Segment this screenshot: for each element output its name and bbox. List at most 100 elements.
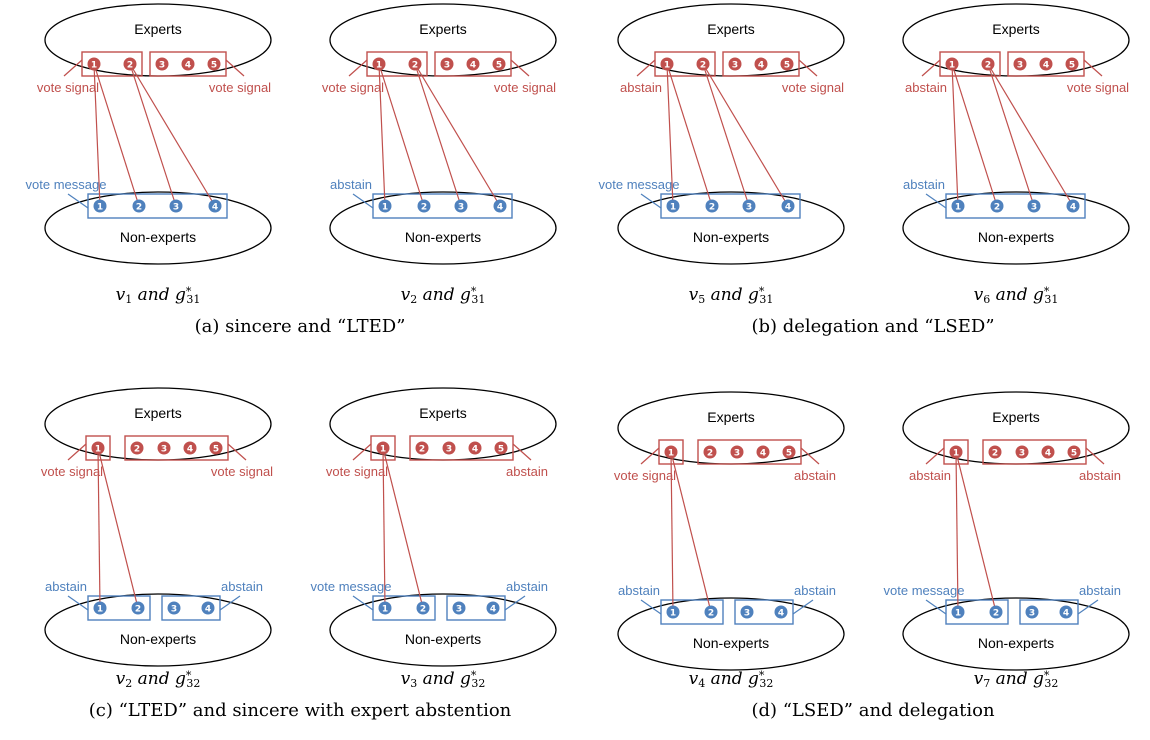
- delegation-edge: [93, 63, 140, 207]
- expert-node-1: [945, 57, 959, 71]
- delegation-edge: [129, 63, 216, 207]
- nonexpert-right-callout: [219, 595, 241, 611]
- expert-node-number: 2: [700, 60, 706, 70]
- delegation-edge: [955, 451, 997, 613]
- expert-node-2: [408, 57, 422, 71]
- expert-node-number: 3: [444, 60, 450, 70]
- expert-group-box: [722, 51, 800, 77]
- expert-node-number: 3: [732, 60, 738, 70]
- expert-node-number: 5: [498, 444, 504, 454]
- nonexpert-node-4: [774, 605, 788, 619]
- subfigure-caption-3: (c) “LTED” and sincere with expert abste…: [89, 700, 512, 721]
- expert-group-box: [654, 51, 716, 77]
- nonexpert-left-label: abstain: [618, 583, 660, 598]
- expert-group-box: [939, 51, 1001, 77]
- nonexpert-node-number: 3: [171, 604, 177, 614]
- delegation-edge: [382, 447, 424, 609]
- expert-right-callout: [1083, 59, 1103, 77]
- non-experts-ellipse: [329, 593, 557, 667]
- delegation-edge: [378, 63, 425, 207]
- expert-node-number: 2: [992, 448, 998, 458]
- expert-group-box: [1007, 51, 1085, 77]
- expert-left-label: vote signal: [322, 80, 384, 95]
- panel-formula: v4 and g* 32: [689, 669, 774, 690]
- expert-node-5: [207, 57, 221, 71]
- expert-left-label: vote signal: [41, 464, 103, 479]
- expert-node-number: 4: [472, 444, 478, 454]
- expert-group-box: [434, 51, 512, 77]
- expert-right-callout: [510, 59, 530, 77]
- non-experts-ellipse: [44, 191, 272, 265]
- experts-label: Experts: [419, 405, 466, 421]
- panel-2: Experts Non-experts 1 2 3 4 5 1 2 3 4 vote signal vo…: [322, 3, 557, 306]
- delegation-edge: [670, 451, 674, 613]
- nonexpert-node-4: [201, 601, 215, 615]
- nonexpert-left-callout: [352, 595, 374, 611]
- expert-group-box: [409, 435, 514, 461]
- expert-node-4: [181, 57, 195, 71]
- nonexpert-node-number: 2: [420, 604, 426, 614]
- nonexpert-node-1: [666, 605, 680, 619]
- expert-group-box: [149, 51, 227, 77]
- delegation-edge: [378, 63, 386, 207]
- nonexpert-node-3: [167, 601, 181, 615]
- nonexpert-node-number: 2: [421, 202, 427, 212]
- nonexpert-node-number: 3: [746, 202, 752, 212]
- subfigure-caption-1: (a) sincere and “LTED”: [195, 316, 406, 337]
- delegation-edge: [414, 63, 462, 207]
- expert-node-1: [376, 441, 390, 455]
- panel-formula: v6 and g* 31: [974, 285, 1059, 306]
- panel-1: Experts Non-experts 1 2 3 4 5 1 2 3 4 vote signal vo…: [26, 3, 272, 306]
- nonexpert-node-number: 4: [778, 608, 784, 618]
- expert-node-number: 3: [161, 444, 167, 454]
- nonexpert-node-4: [1059, 605, 1073, 619]
- panel-3: Experts Non-experts 1 2 3 4 5 1 2 3 4 abstain vote s…: [599, 3, 845, 306]
- expert-node-number: 1: [91, 60, 97, 70]
- expert-node-number: 2: [707, 448, 713, 458]
- nonexpert-node-number: 4: [785, 202, 791, 212]
- panel-formula: v5 and g* 31: [689, 285, 774, 306]
- nonexpert-node-number: 2: [708, 608, 714, 618]
- expert-node-1: [91, 441, 105, 455]
- nonexpert-node-number: 2: [135, 604, 141, 614]
- non-experts-label: Non-experts: [405, 631, 481, 647]
- expert-node-1: [660, 57, 674, 71]
- expert-right-label: vote signal: [211, 464, 273, 479]
- nonexpert-node-number: 4: [205, 604, 211, 614]
- expert-node-number: 5: [786, 448, 792, 458]
- expert-node-number: 4: [758, 60, 764, 70]
- delegation-edge: [951, 63, 959, 207]
- nonexpert-node-2: [990, 199, 1004, 213]
- delegation-edge: [951, 63, 998, 207]
- nonexpert-group-box: [945, 599, 1009, 625]
- expert-node-2: [123, 57, 137, 71]
- nonexpert-node-2: [705, 199, 719, 213]
- nonexpert-node-number: 4: [212, 202, 218, 212]
- expert-node-2: [696, 57, 710, 71]
- expert-node-5: [1065, 57, 1079, 71]
- expert-node-3: [1015, 445, 1029, 459]
- nonexpert-left-label: abstain: [45, 579, 87, 594]
- expert-left-callout: [925, 447, 945, 465]
- nonexpert-group-box: [945, 193, 1086, 219]
- nonexpert-node-number: 3: [458, 202, 464, 212]
- expert-node-1: [664, 445, 678, 459]
- expert-node-5: [492, 57, 506, 71]
- nonexpert-group-box: [1019, 599, 1079, 625]
- non-experts-label: Non-experts: [120, 229, 196, 245]
- panel-5: Experts Non-experts 1 2 3 4 5 1 2 3 4 vote signal vo…: [41, 387, 273, 690]
- nonexpert-node-4: [781, 199, 795, 213]
- expert-right-label: vote signal: [494, 80, 556, 95]
- non-experts-label: Non-experts: [693, 635, 769, 651]
- panel-6: Experts Non-experts 1 2 3 4 5 1 2 3 4 vote signal ab…: [311, 387, 557, 690]
- nonexpert-group-box: [87, 193, 228, 219]
- expert-node-number: 5: [213, 444, 219, 454]
- nonexpert-node-3: [742, 199, 756, 213]
- expert-node-5: [782, 445, 796, 459]
- nonexpert-node-number: 3: [456, 604, 462, 614]
- nonexpert-node-4: [1066, 199, 1080, 213]
- nonexpert-node-4: [486, 601, 500, 615]
- expert-node-number: 1: [664, 60, 670, 70]
- nonexpert-left-callout: [640, 599, 662, 615]
- nonexpert-node-1: [951, 605, 965, 619]
